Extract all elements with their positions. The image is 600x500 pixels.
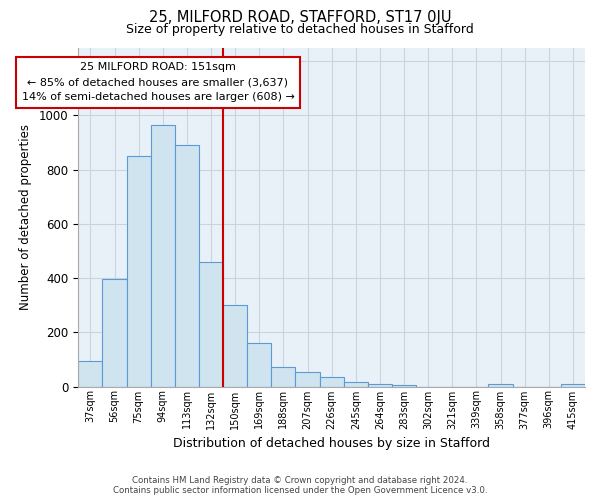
- Bar: [488, 384, 512, 386]
- Text: Contains HM Land Registry data © Crown copyright and database right 2024.
Contai: Contains HM Land Registry data © Crown c…: [113, 476, 487, 495]
- Bar: [344, 382, 368, 386]
- Text: 25, MILFORD ROAD, STAFFORD, ST17 0JU: 25, MILFORD ROAD, STAFFORD, ST17 0JU: [149, 10, 451, 25]
- Bar: [199, 262, 223, 386]
- Bar: [561, 384, 585, 386]
- Bar: [295, 372, 320, 386]
- Bar: [392, 385, 416, 386]
- Bar: [368, 384, 392, 386]
- Bar: [175, 145, 199, 386]
- Text: 25 MILFORD ROAD: 151sqm
← 85% of detached houses are smaller (3,637)
14% of semi: 25 MILFORD ROAD: 151sqm ← 85% of detache…: [22, 62, 295, 102]
- Bar: [151, 125, 175, 386]
- Y-axis label: Number of detached properties: Number of detached properties: [19, 124, 32, 310]
- Bar: [247, 343, 271, 386]
- Bar: [79, 360, 103, 386]
- Bar: [223, 305, 247, 386]
- Bar: [271, 366, 295, 386]
- Bar: [103, 280, 127, 386]
- Text: Size of property relative to detached houses in Stafford: Size of property relative to detached ho…: [126, 22, 474, 36]
- X-axis label: Distribution of detached houses by size in Stafford: Distribution of detached houses by size …: [173, 437, 490, 450]
- Bar: [127, 156, 151, 386]
- Bar: [320, 377, 344, 386]
